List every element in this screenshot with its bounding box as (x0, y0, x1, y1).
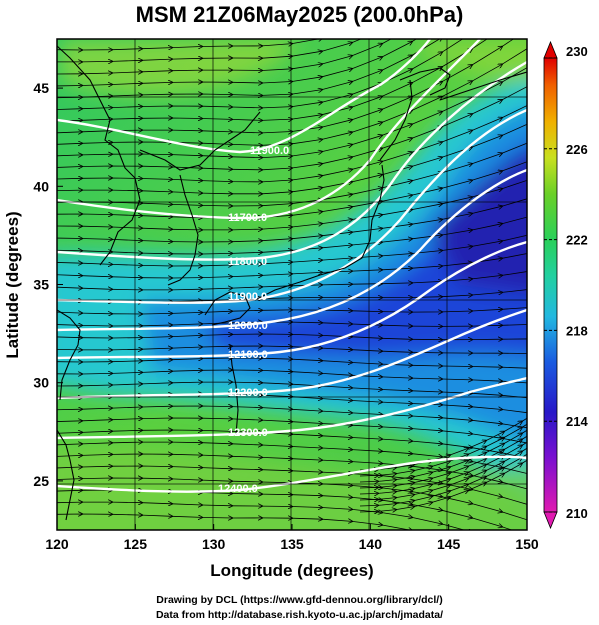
contour-label: 12400.0 (218, 483, 258, 495)
coastlines (57, 45, 527, 521)
y-tick-label: 45 (33, 80, 49, 96)
temperature-field: 11900.0 11700.0 11800.0 11900.0 12000.0 … (57, 39, 532, 530)
contour-label: 11900.0 (250, 145, 289, 157)
graticule (57, 39, 527, 530)
colorbar-tick-label: 218 (566, 323, 588, 338)
contour-label: 12300.0 (228, 427, 268, 439)
streamline (57, 346, 527, 354)
contour-label: 11800.0 (228, 256, 267, 268)
streamline (57, 370, 527, 383)
contour-label: 11700.0 (228, 212, 267, 224)
map-title: MSM 21Z06May2025 (200.0hPa) (135, 2, 464, 27)
streamline (359, 452, 527, 512)
y-axis-label: Latitude (degrees) (3, 211, 22, 358)
colorbar-tick-label: 210 (566, 506, 588, 521)
streamline (57, 514, 532, 530)
contour-label: 12200.0 (228, 387, 268, 399)
credit-drawing: Drawing by DCL (https://www.gfd-dennou.o… (156, 594, 443, 606)
contour-labels: 11900.0 11700.0 11800.0 11900.0 12000.0 … (218, 145, 289, 495)
y-tick-label: 35 (33, 277, 49, 293)
colorbar-tick-label: 222 (566, 233, 588, 248)
x-tick-label: 130 (202, 536, 226, 552)
geopotential-contours (57, 39, 527, 493)
streamline (57, 307, 527, 314)
colorbar: 210 214 218 222 226 230 (543, 40, 588, 530)
streamline (57, 322, 527, 326)
x-tick-label: 125 (124, 536, 148, 552)
x-tick-label: 120 (45, 536, 69, 552)
colorbar-max-arrow (543, 40, 558, 59)
x-tick-label: 145 (437, 536, 461, 552)
x-axis-ticks: 120 125 130 135 140 145 150 (45, 524, 539, 552)
x-tick-label: 140 (359, 536, 383, 552)
colorbar-tick-label: 226 (566, 142, 588, 157)
colorbar-tick-label: 214 (566, 414, 588, 429)
x-tick-label: 150 (515, 536, 539, 552)
y-tick-label: 40 (33, 178, 49, 194)
contour-label: 12100.0 (228, 349, 268, 361)
streamline (57, 358, 527, 368)
x-axis-label: Longitude (degrees) (210, 561, 373, 580)
wind-streamlines (57, 39, 532, 530)
colorbar-tick-label: 230 (566, 44, 588, 59)
y-tick-label: 30 (33, 375, 49, 391)
x-tick-label: 135 (280, 536, 304, 552)
y-axis-ticks: 25 30 35 40 45 (33, 80, 63, 489)
colorbar-min-arrow (543, 511, 558, 530)
contour-label: 12000.0 (228, 320, 268, 332)
y-tick-label: 25 (33, 473, 49, 489)
contour-label: 11900.0 (228, 291, 267, 303)
credit-data: Data from http://database.rish.kyoto-u.a… (155, 609, 444, 621)
